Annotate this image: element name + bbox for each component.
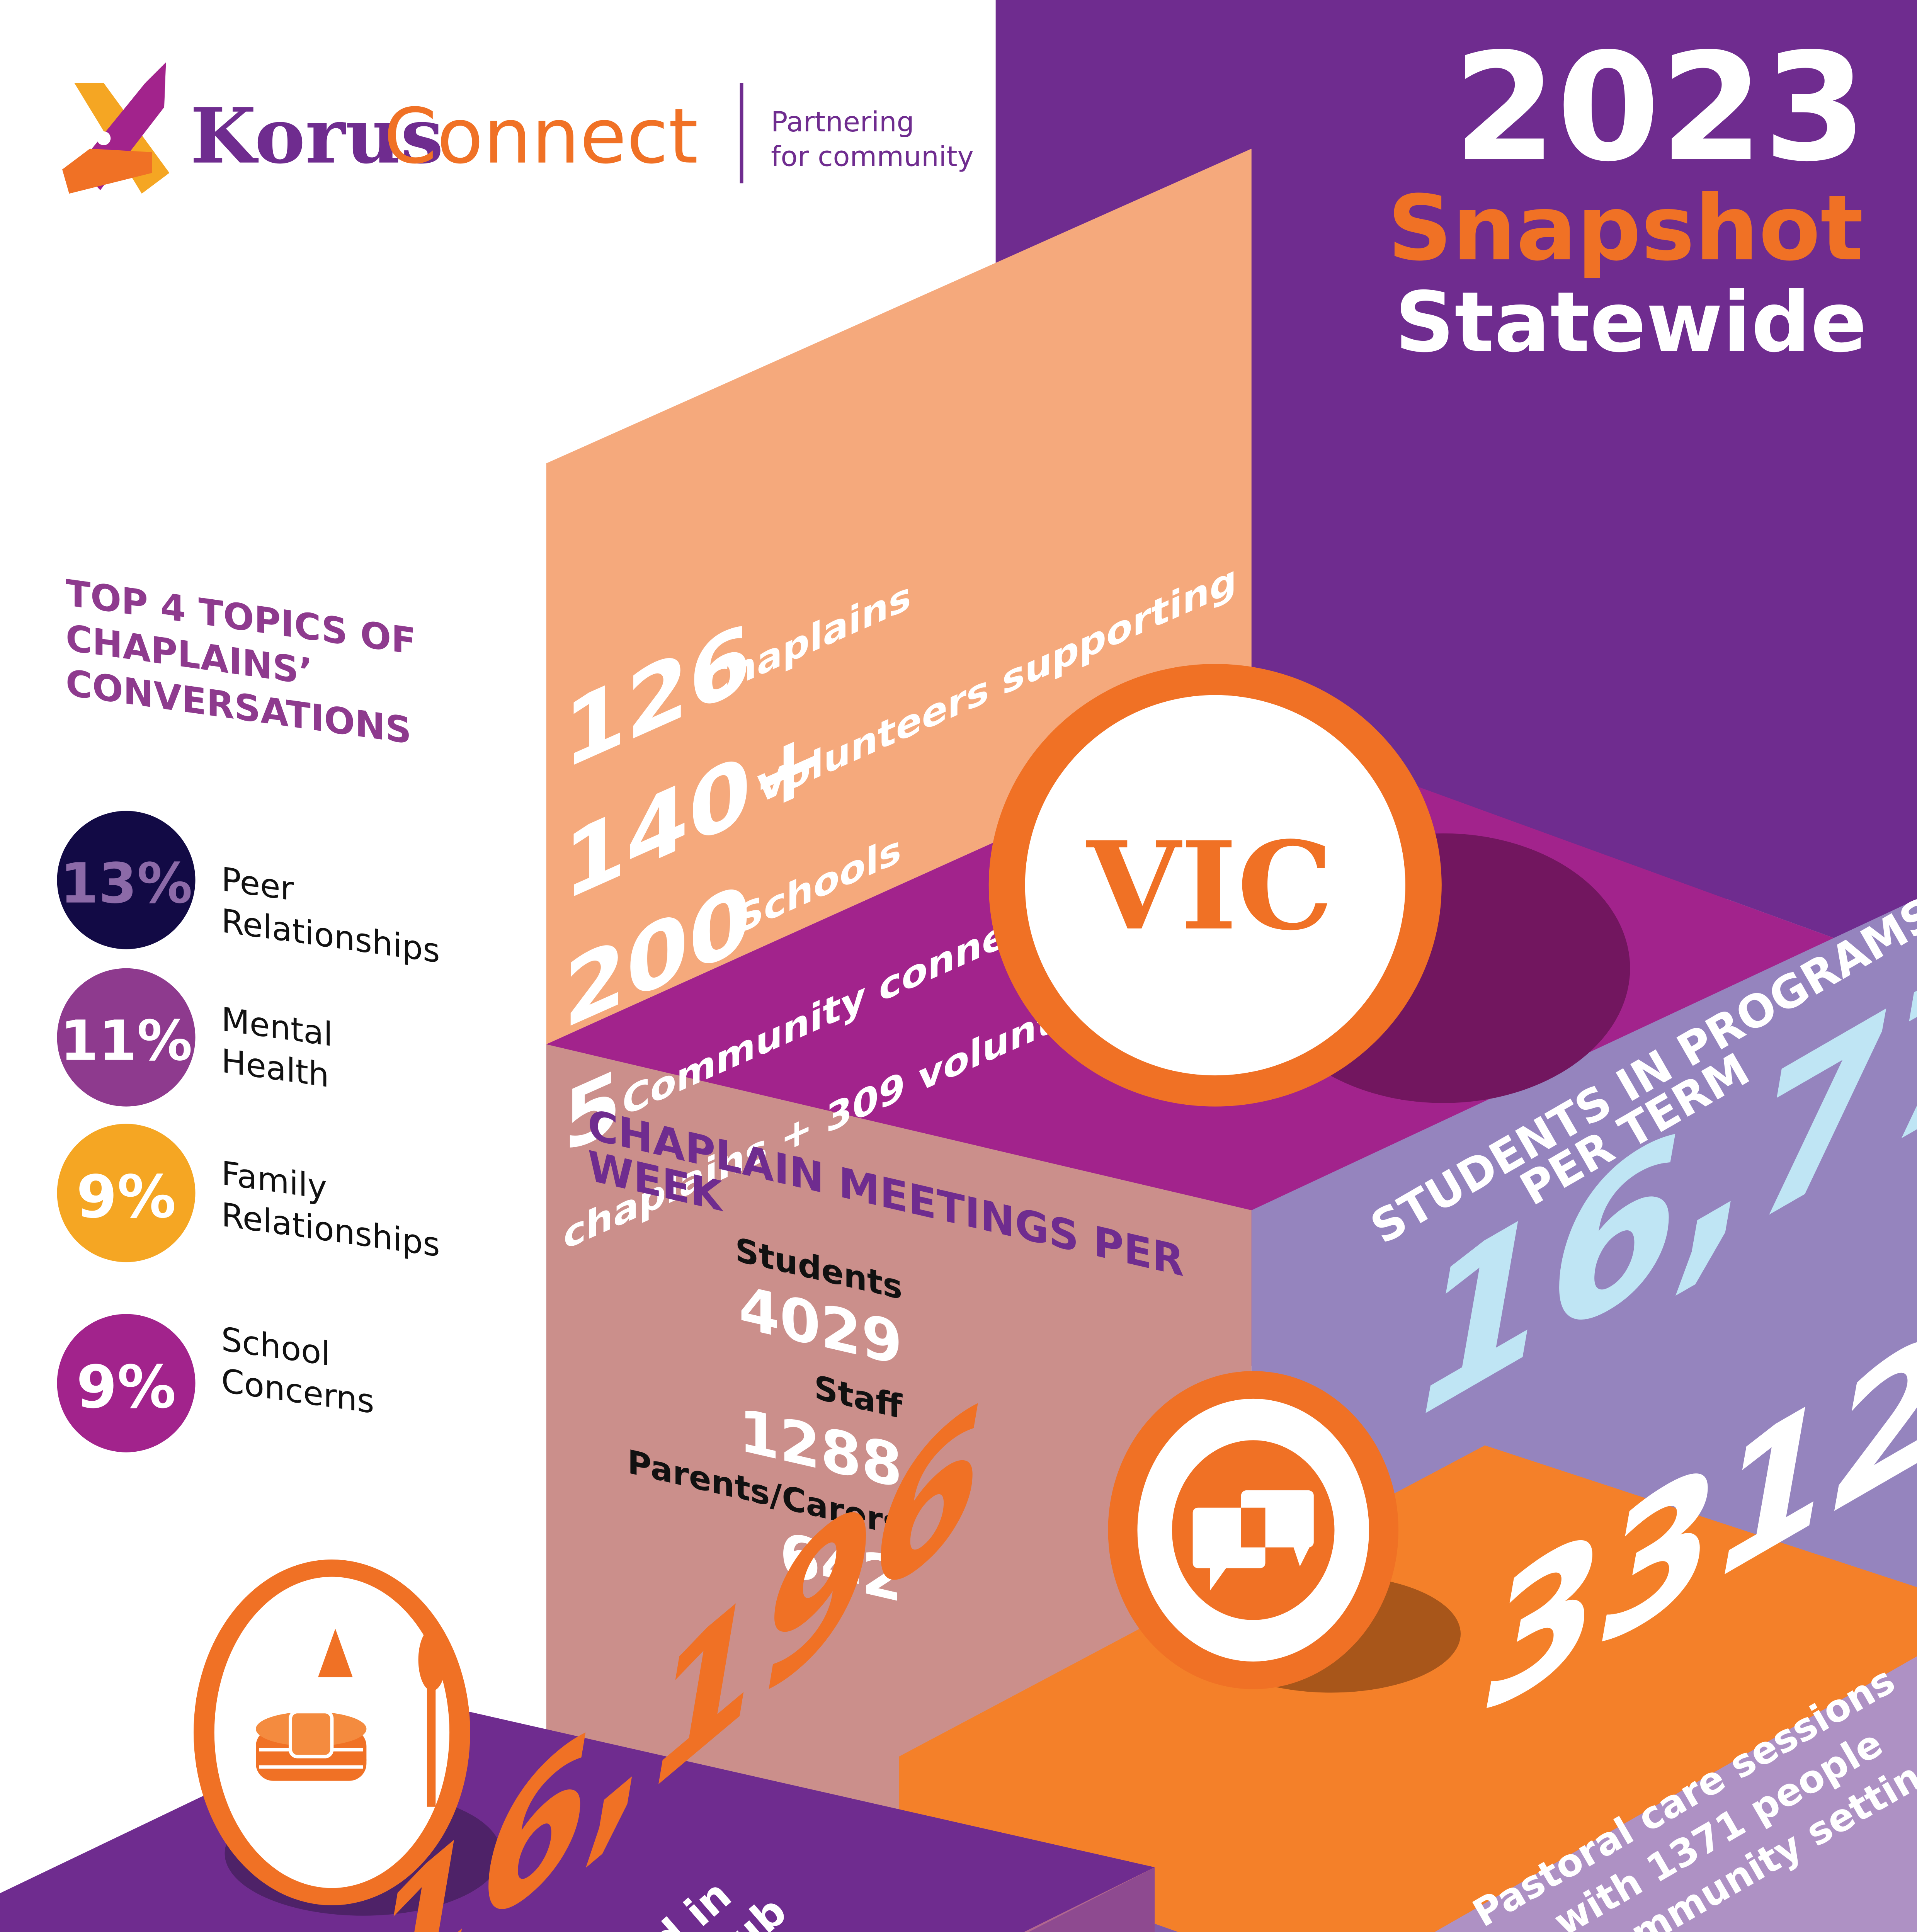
brand-logo: Korus Connect Partnering for community [62,62,974,194]
breakfast-far-face [1029,1867,1155,1932]
brand-tagline-line2: for community [771,141,974,173]
topic-percent: 11% [60,1009,192,1073]
overview-panel [546,148,1252,1044]
vic-badge-icon [1025,695,1405,1076]
pastoral-platform [899,1445,1917,1932]
topic-badge [57,1314,196,1452]
title-year: 2023 [1453,21,1867,194]
brand-name-connect: Connect [384,92,698,181]
topic-item-mental-health: 11% Mental Health [57,968,333,1107]
topic-percent: 9% [76,1163,176,1231]
speech-bubbles-icon [1172,1440,1335,1620]
title-snapshot: Snapshot [1388,176,1864,281]
brand-tagline-line1: Partnering [771,106,914,138]
topics-section: TOP 4 TOPICS OF CHAPLAINS’ CONVERSATIONS… [57,571,440,1452]
vic-badge-label: VIC [1085,815,1334,957]
topic-percent: 13% [60,851,192,916]
brand-divider [740,83,743,184]
vic-badge: VIC [988,664,1630,1107]
pastoral-side-panel [1434,1656,1917,1932]
korus-ribbon-icon [62,62,170,194]
topic-percent: 9% [76,1353,176,1421]
topic-badge [57,1124,196,1262]
page-title: 2023 Snapshot Statewide [1388,21,1867,371]
brand-name-korus: Korus [190,92,444,181]
topic-badge [57,968,196,1107]
topic-badge [57,811,196,949]
title-statewide: Statewide [1395,274,1867,371]
pancakes-spoon-icon [256,1628,446,1807]
